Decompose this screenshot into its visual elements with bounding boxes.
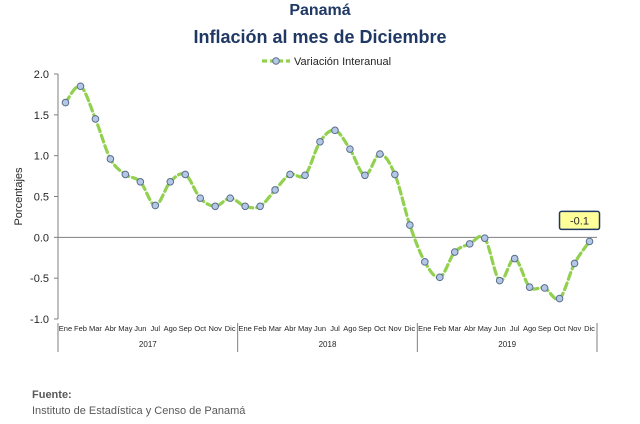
x-tick-label: Nov: [209, 324, 223, 333]
x-tick-label: Oct: [374, 324, 387, 333]
data-point: [106, 155, 115, 163]
data-point: [166, 178, 175, 186]
legend: Variación Interanual: [262, 56, 391, 68]
data-point: [540, 284, 549, 292]
x-tick-label: Sep: [358, 324, 371, 333]
callout-box: [558, 210, 601, 231]
x-tick-label: Ago: [523, 324, 536, 333]
data-point: [435, 273, 444, 282]
x-tick-label: Dic: [404, 324, 415, 333]
data-point: [585, 237, 594, 246]
x-tick-label: Feb: [433, 324, 446, 333]
x-tick-label: Jul: [330, 324, 340, 333]
data-point: [331, 126, 339, 135]
x-tick-label: Sep: [538, 324, 551, 333]
data-point: [525, 283, 534, 291]
series-layer: [61, 82, 594, 303]
data-point: [555, 294, 564, 303]
x-tick-label: May: [478, 324, 492, 333]
x-tick-label: May: [118, 324, 132, 333]
y-tick-label: -0.5: [30, 273, 49, 285]
x-tick-label: Ene: [59, 324, 72, 333]
data-point: [361, 171, 369, 180]
data-point: [316, 137, 324, 146]
line-chart: Variación Interanual 2.0 1.5 1.0 0.5 0.0 -0.5…: [13, 56, 601, 352]
data-point: [136, 178, 145, 186]
x-group-label: 2019: [498, 340, 516, 349]
x-tick-label: Nov: [568, 324, 582, 333]
x-tick-label: Sep: [179, 324, 192, 333]
legend-label: Variación Interanual: [294, 56, 391, 68]
y-tick-label: 1.0: [34, 151, 49, 163]
data-point: [301, 171, 309, 180]
chart-country-title: Panamá: [289, 2, 351, 19]
x-tick-label: Abr: [464, 324, 476, 333]
legend-marker: [272, 57, 280, 65]
x-tick-label: Mar: [89, 324, 102, 333]
last-value-callout: -0.1: [558, 210, 601, 231]
y-tick-label: 0.5: [34, 192, 49, 204]
data-point: [495, 276, 504, 285]
x-tick-label: Ago: [343, 324, 356, 333]
series-line: [63, 84, 592, 301]
x-tick-label: Ene: [238, 324, 251, 333]
x-tick-label: Abr: [105, 324, 117, 333]
data-point: [450, 248, 459, 256]
x-tick-label: Jun: [134, 324, 146, 333]
x-tick-label: May: [298, 324, 312, 333]
data-point: [510, 254, 519, 263]
chart-title: Inflación al mes de Diciembre: [193, 27, 447, 47]
data-point: [421, 258, 429, 266]
x-tick-label: Mar: [269, 324, 282, 333]
y-tick-label: 2.0: [34, 69, 49, 81]
data-point: [151, 201, 160, 210]
x-group-label: 2018: [319, 340, 337, 349]
data-point: [286, 170, 294, 179]
data-point: [480, 234, 489, 242]
x-tick-label: Feb: [74, 324, 87, 333]
x-tick-label: Jun: [314, 324, 326, 333]
source-text: Instituto de Estadística y Censo de Pana…: [32, 405, 246, 417]
data-point: [211, 202, 220, 211]
source-label: Fuente:: [32, 389, 72, 401]
x-tick-label: Dic: [584, 324, 595, 333]
x-tick-label: Jul: [151, 324, 161, 333]
x-group-label: 2017: [139, 340, 157, 349]
x-tick-label: Jul: [510, 324, 520, 333]
y-tick-label: 0.0: [34, 232, 49, 244]
y-tick-label: -1.0: [30, 314, 49, 326]
data-point: [241, 202, 249, 211]
x-tick-label: Nov: [388, 324, 402, 333]
x-tick-label: Oct: [554, 324, 567, 333]
data-point: [226, 194, 234, 202]
y-axis-label: Porcentajes: [13, 167, 25, 226]
data-point: [391, 170, 399, 179]
data-point: [376, 150, 384, 158]
data-point: [256, 202, 264, 211]
x-tick-label: Abr: [284, 324, 296, 333]
data-point: [61, 98, 70, 107]
data-point: [465, 240, 474, 248]
callout-label: -0.1: [570, 215, 589, 227]
data-point: [181, 170, 190, 179]
data-point: [271, 186, 279, 194]
data-point: [406, 221, 414, 229]
data-point: [121, 170, 130, 179]
x-tick-label: Ene: [418, 324, 431, 333]
data-point: [570, 259, 579, 268]
data-point: [91, 115, 100, 123]
data-point: [346, 145, 354, 153]
y-tick-label: 1.5: [34, 110, 49, 122]
x-tick-label: Feb: [254, 324, 267, 333]
x-tick-label: Jun: [494, 324, 506, 333]
x-tick-label: Oct: [194, 324, 207, 333]
data-point: [196, 194, 205, 202]
x-tick-label: Ago: [164, 324, 177, 333]
x-tick-label: Mar: [448, 324, 461, 333]
data-point: [76, 82, 85, 91]
x-tick-label: Dic: [225, 324, 236, 333]
